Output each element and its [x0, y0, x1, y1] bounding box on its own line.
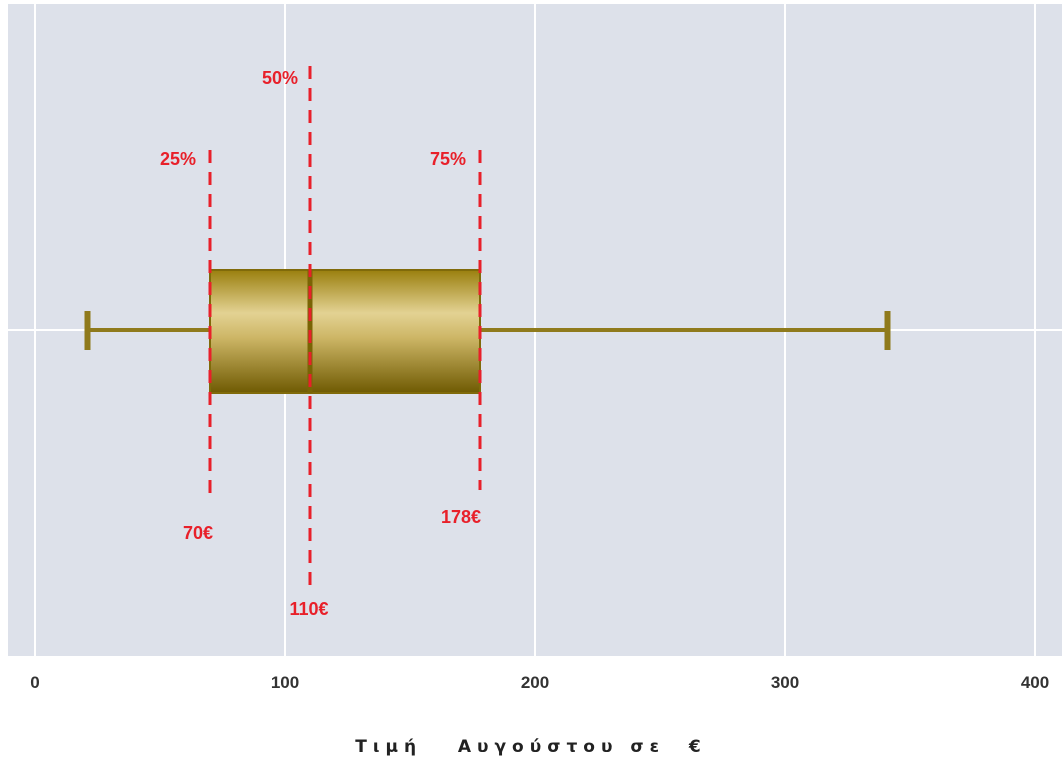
percentile-markers [208, 66, 482, 586]
label-70-euro: 70€ [183, 523, 213, 543]
x-axis-tick-labels: 0 100 200 300 400 [30, 673, 1049, 692]
label-110-euro: 110€ [289, 599, 328, 619]
x-axis-title: Τιμή Αυγούστου σε € [355, 737, 707, 757]
x-tick-label: 200 [521, 673, 549, 692]
x-tick-label: 300 [771, 673, 799, 692]
label-75-percent: 75% [430, 149, 466, 169]
x-tick-label: 0 [30, 673, 39, 692]
label-25-percent: 25% [160, 149, 196, 169]
label-50-percent: 50% [262, 68, 298, 88]
label-178-euro: 178€ [441, 507, 481, 527]
x-tick-label: 100 [271, 673, 299, 692]
x-tick-label: 400 [1021, 673, 1049, 692]
percentile-labels: 25% 50% 75% 70€ 110€ 178€ [160, 68, 481, 619]
interquartile-box [209, 269, 481, 394]
